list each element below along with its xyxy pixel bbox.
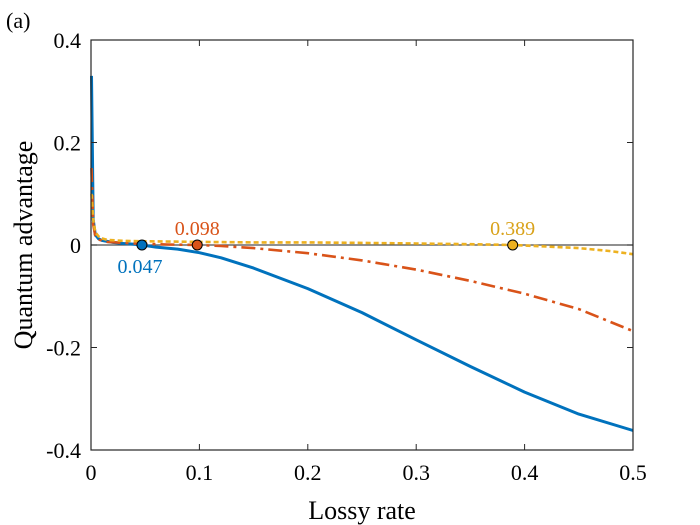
y-tick-label: 0.4 [54,28,82,53]
x-axis: 0 0.1 0.2 0.3 0.4 0.5 [86,40,647,485]
y-axis: 0.4 0.2 0 -0.2 -0.4 [46,28,633,463]
series-line-series-3 [90,193,634,256]
series-layer [90,75,634,432]
series-line-series-2 [90,168,634,333]
x-tick-label: 0.3 [402,460,430,485]
threshold-marker [507,239,519,251]
y-tick-label: 0 [70,233,81,258]
threshold-marker [191,239,203,251]
x-axis-title: Lossy rate [308,496,416,525]
marker-layer: 0.047 0.098 0.389 [117,218,535,278]
x-tick-label: 0.1 [186,460,214,485]
threshold-label: 0.047 [117,256,162,278]
y-tick-label: -0.2 [46,336,81,361]
x-tick-label: 0.5 [619,460,647,485]
threshold-label: 0.098 [175,218,220,240]
threshold-label: 0.389 [490,218,535,240]
y-axis-title: Quantum advantage [9,141,38,350]
panel-label: (a) [6,8,30,33]
x-tick-label: 0.4 [511,460,539,485]
x-tick-label: 0.2 [294,460,322,485]
x-tick-label: 0 [86,460,97,485]
y-tick-label: 0.2 [54,131,82,156]
y-tick-label: -0.4 [46,438,81,463]
threshold-marker [136,239,148,251]
